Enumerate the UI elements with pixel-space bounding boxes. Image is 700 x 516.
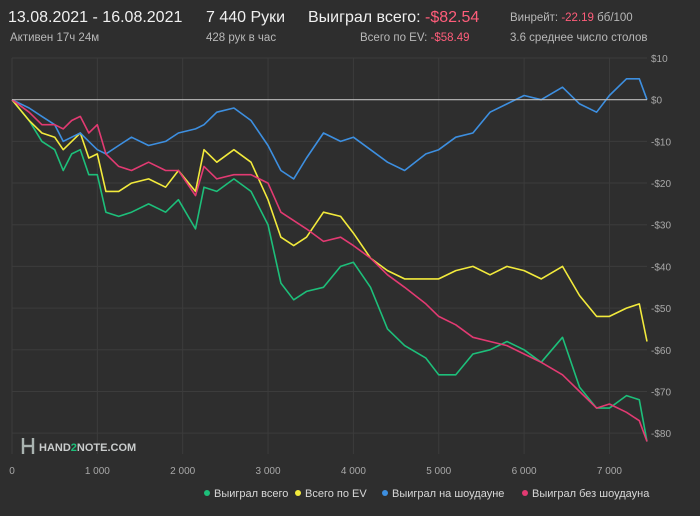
series-line-non-showdown bbox=[11, 99, 648, 442]
x-tick-label: 6 000 bbox=[512, 466, 537, 477]
legend-dot-icon bbox=[522, 490, 528, 496]
y-tick-label: -$40 bbox=[651, 262, 671, 273]
legend-item-non-showdown[interactable]: Выиграл без шоудауна bbox=[522, 488, 649, 500]
axes: $10 $0 -$10 -$20 -$30 -$40 -$50 -$60 -$70 -$80 0 1 … bbox=[9, 54, 671, 477]
y-tick-label: -$80 bbox=[651, 429, 671, 440]
series-line-showdown bbox=[11, 78, 648, 180]
winrate-value: -22.19 bbox=[561, 12, 594, 24]
series-line-won-total bbox=[11, 99, 648, 442]
y-tick-label: -$10 bbox=[651, 137, 671, 148]
ev-total-value: -$58.49 bbox=[430, 32, 470, 44]
x-tick-label: 2 000 bbox=[170, 466, 195, 477]
avg-tables: 3.6 среднее число столов bbox=[510, 32, 648, 44]
x-tick-label: 7 000 bbox=[597, 466, 622, 477]
hands-per-hour: 428 рук в час bbox=[206, 32, 277, 44]
won-total-label: Выиграл всего: bbox=[308, 9, 421, 26]
y-tick-label: -$50 bbox=[651, 304, 671, 315]
won-total-value: -$82.54 bbox=[425, 9, 480, 26]
legend-dot-icon bbox=[204, 490, 210, 496]
legend-dot-icon bbox=[295, 490, 301, 496]
winrate: Винрейт: -22.19 бб/100 bbox=[510, 12, 633, 24]
legend-item-won-total[interactable]: Выиграл всего bbox=[204, 488, 288, 500]
watermark-text: HAND2NOTE.COM bbox=[39, 442, 136, 454]
series-lines bbox=[11, 78, 648, 442]
x-tick-label: 1 000 bbox=[85, 466, 110, 477]
legend-item-showdown[interactable]: Выиграл на шоудауне bbox=[382, 488, 504, 500]
y-tick-label: $0 bbox=[651, 96, 663, 107]
won-total: Выиграл всего: -$82.54 bbox=[308, 9, 479, 27]
legend-item-ev-total[interactable]: Всего по EV bbox=[295, 488, 367, 500]
active-time: Активен 17ч 24м bbox=[10, 32, 100, 44]
ev-total: Всего по EV: -$58.49 bbox=[360, 32, 470, 44]
legend-label: Выиграл без шоудауна bbox=[532, 488, 650, 500]
date-range: 13.08.2021 - 16.08.2021 bbox=[8, 9, 183, 26]
x-tick-label: 4 000 bbox=[341, 466, 366, 477]
x-tick-label: 3 000 bbox=[256, 466, 281, 477]
chart-legend: Выиграл всего Всего по EV Выиграл на шоуда… bbox=[0, 488, 700, 508]
summary-header: 13.08.2021 - 16.08.2021 Активен 17ч 24м … bbox=[0, 0, 700, 50]
y-tick-label: -$20 bbox=[651, 179, 671, 190]
grid bbox=[11, 57, 647, 454]
legend-label: Выиграл всего bbox=[214, 488, 289, 500]
legend-dot-icon bbox=[382, 490, 388, 496]
y-tick-label: -$70 bbox=[651, 387, 671, 398]
y-tick-label: -$30 bbox=[651, 221, 671, 232]
y-tick-label: -$60 bbox=[651, 346, 671, 357]
winrate-unit: бб/100 bbox=[597, 12, 633, 24]
legend-label: Всего по EV bbox=[305, 488, 367, 500]
winrate-label: Винрейт: bbox=[510, 12, 559, 24]
x-tick-label: 0 bbox=[9, 466, 15, 477]
ev-total-label: Всего по EV: bbox=[360, 32, 428, 44]
series-line-ev-total bbox=[11, 99, 648, 342]
bankroll-chart: $10 $0 -$10 -$20 -$30 -$40 -$50 -$60 -$70 -$80 0 1 … bbox=[9, 54, 671, 477]
hand2note-logo-icon bbox=[21, 438, 35, 454]
y-tick-label: $10 bbox=[651, 54, 668, 65]
hand2note-watermark: HAND2NOTE.COM bbox=[21, 438, 136, 454]
hands-count: 7 440 Руки bbox=[206, 9, 286, 26]
x-tick-label: 5 000 bbox=[426, 466, 451, 477]
legend-label: Выиграл на шоудауне bbox=[392, 488, 505, 500]
